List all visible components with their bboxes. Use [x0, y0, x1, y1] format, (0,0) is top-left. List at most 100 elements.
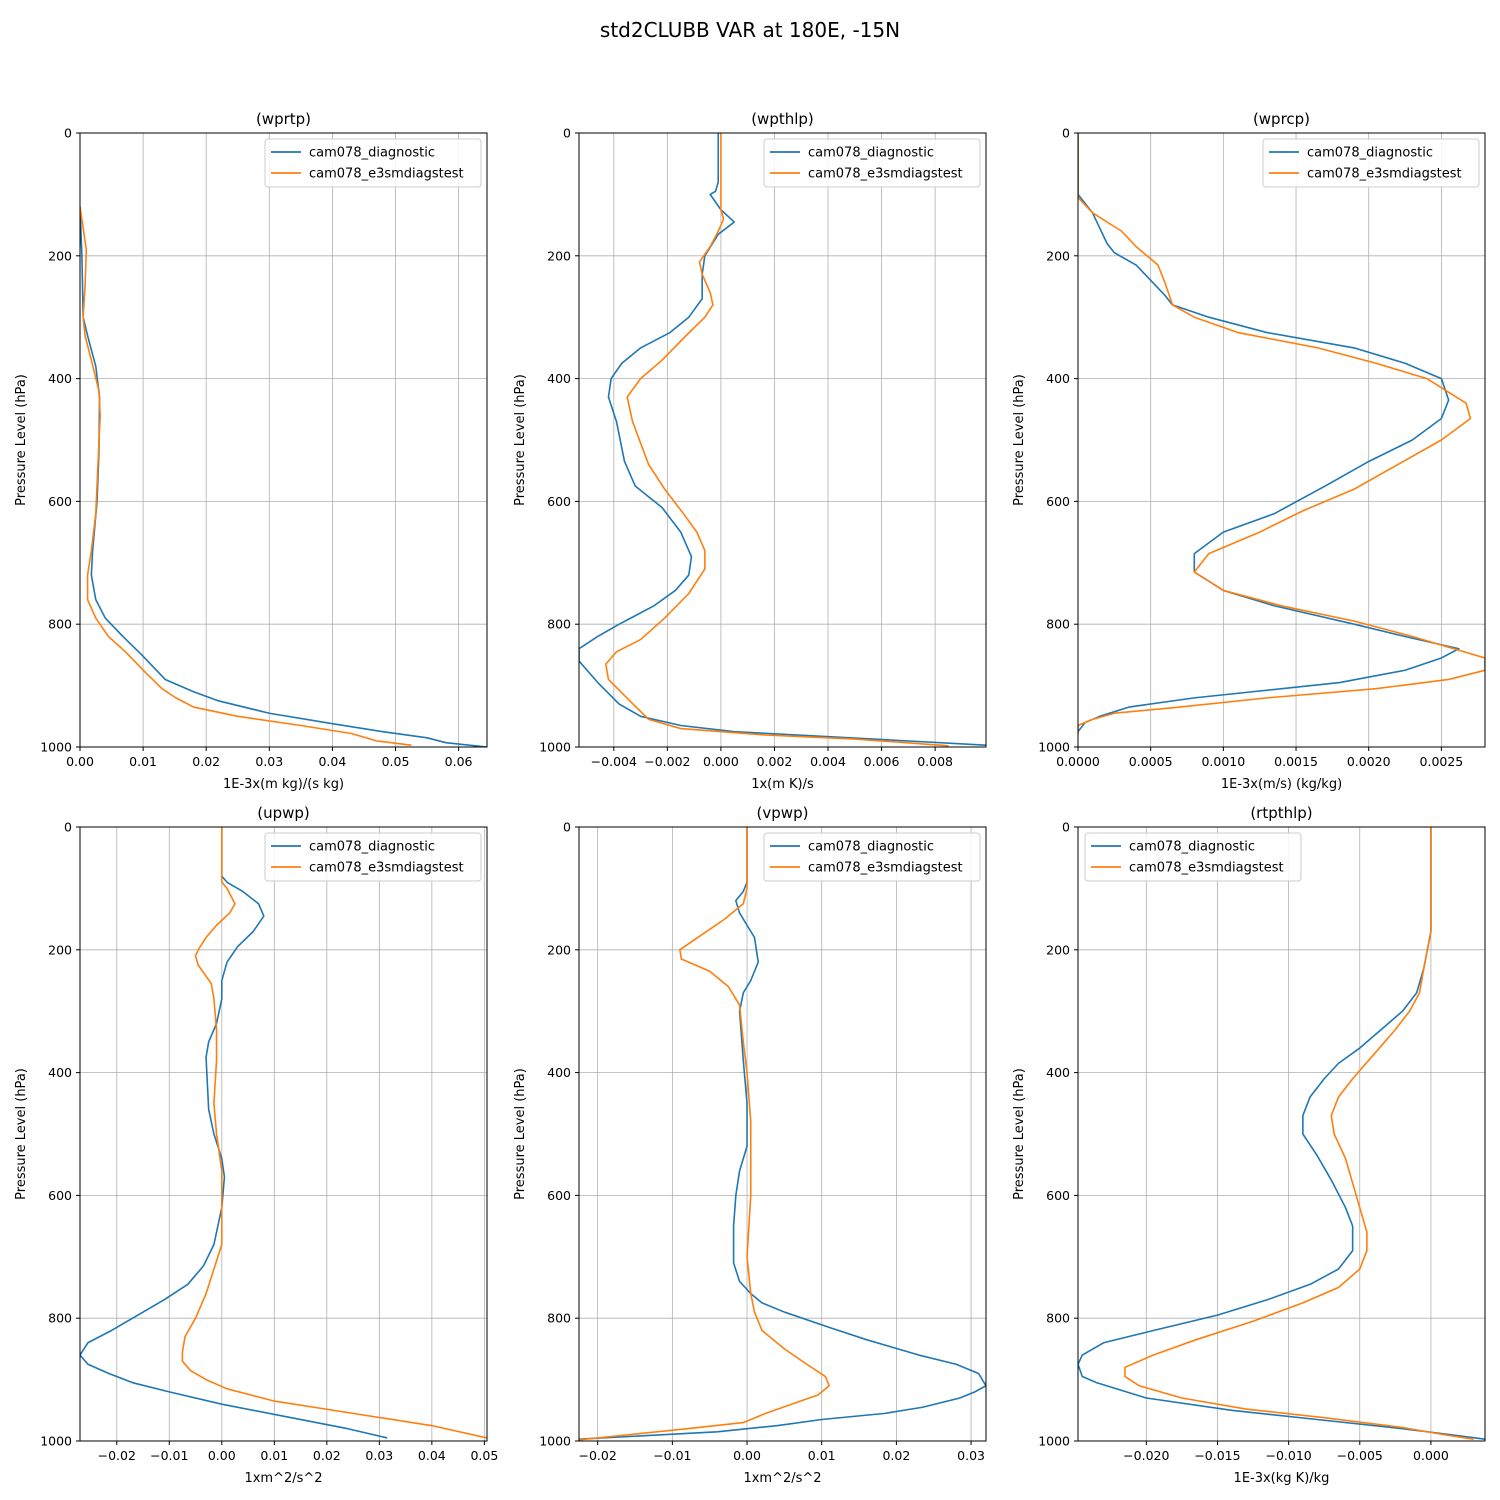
y-tick-label: 400 [1046, 1065, 1070, 1080]
y-tick-label: 400 [547, 371, 571, 386]
panel-title: (rtpthlp) [1250, 804, 1312, 822]
x-tick-label: 0.0020 [1347, 754, 1391, 769]
legend-label: cam078_diagnostic [1307, 146, 1433, 161]
y-tick-label: 1000 [1038, 1434, 1070, 1449]
axes-frame [578, 826, 987, 1442]
x-tick-label: −0.01 [150, 1448, 188, 1463]
x-tick-label: 0.0010 [1201, 754, 1245, 769]
legend-label: cam078_diagnostic [309, 146, 435, 161]
y-tick-label: 1000 [1038, 740, 1070, 755]
legend-label: cam078_e3smdiagstest [808, 167, 963, 182]
series-line-1 [579, 827, 830, 1441]
panel-title: (wprcp) [1253, 110, 1310, 128]
x-tick-label: 0.006 [864, 754, 900, 769]
x-tick-label: 0.002 [757, 754, 793, 769]
y-tick-label: 200 [547, 942, 571, 957]
legend-box [264, 138, 482, 188]
legend-label: cam078_diagnostic [808, 146, 934, 161]
y-axis-label: Pressure Level (hPa) [14, 374, 29, 506]
panel-2: 0.0000 0.0005 0.0010 0.0015 0.0020 0.0025 0 200… [1012, 110, 1486, 792]
y-tick-label: 0 [1062, 820, 1070, 835]
x-tick-label: −0.02 [579, 1448, 617, 1463]
y-tick-label: 400 [547, 1065, 571, 1080]
figure-suptitle: std2CLUBB VAR at 180E, -15N [600, 18, 900, 42]
x-tick-label: 0.004 [810, 754, 846, 769]
x-tick-label: 0.03 [957, 1448, 985, 1463]
y-axis-label: Pressure Level (hPa) [14, 1068, 29, 1200]
x-tick-label: −0.02 [98, 1448, 136, 1463]
x-axis-label: 1xm^2/s^2 [743, 1471, 821, 1486]
legend: cam078_diagnostic cam078_e3smdiagstest [763, 138, 981, 188]
x-tick-label: 0.06 [445, 754, 473, 769]
y-tick-label: 400 [1046, 371, 1070, 386]
axes-frame [1077, 826, 1486, 1442]
y-tick-label: 0 [64, 820, 72, 835]
panel-3: −0.02 −0.01 0.00 0.01 0.02 0.03 0.04 0.05 0 200 40… [14, 804, 498, 1486]
panel-1: −0.004 −0.002 0.000 0.002 0.004 0.006 0.008 0 20… [513, 110, 987, 792]
y-tick-label: 0 [563, 820, 571, 835]
y-tick-label: 600 [48, 494, 72, 509]
legend-label: cam078_diagnostic [1129, 840, 1255, 855]
y-axis-label: Pressure Level (hPa) [1012, 374, 1027, 506]
y-tick-label: 400 [48, 1065, 72, 1080]
y-axis-label: Pressure Level (hPa) [1012, 1068, 1027, 1200]
axes-frame [1077, 132, 1486, 748]
x-axis-label: 1E-3x(m/s) (kg/kg) [1221, 777, 1342, 792]
y-axis-label: Pressure Level (hPa) [513, 1068, 528, 1200]
legend-label: cam078_e3smdiagstest [309, 861, 464, 876]
legend-label: cam078_e3smdiagstest [1129, 861, 1284, 876]
x-tick-label: 0.01 [129, 754, 157, 769]
y-tick-label: 1000 [40, 1434, 72, 1449]
x-tick-label: 0.01 [808, 1448, 836, 1463]
x-tick-label: −0.010 [1265, 1448, 1311, 1463]
legend: cam078_diagnostic cam078_e3smdiagstest [264, 138, 482, 188]
grid [80, 826, 487, 1442]
grid [579, 826, 986, 1442]
x-tick-label: 0.04 [418, 1448, 446, 1463]
panel-0: 0.00 0.01 0.02 0.03 0.04 0.05 0.06 0 200 400 600 80… [14, 110, 488, 792]
y-tick-label: 200 [1046, 942, 1070, 957]
axes-frame [79, 132, 488, 748]
x-tick-label: 0.02 [192, 754, 220, 769]
panel-title: (upwp) [257, 804, 310, 822]
x-tick-label: 0.02 [313, 1448, 341, 1463]
y-tick-label: 0 [1062, 126, 1070, 141]
legend-box [763, 138, 981, 188]
y-tick-label: 400 [48, 371, 72, 386]
y-tick-label: 0 [64, 126, 72, 141]
x-tick-label: 0.03 [255, 754, 283, 769]
y-tick-label: 600 [1046, 1188, 1070, 1203]
x-tick-label: −0.004 [591, 754, 637, 769]
legend-box [264, 832, 482, 882]
legend-label: cam078_diagnostic [309, 840, 435, 855]
series-line-0 [579, 827, 986, 1440]
y-tick-label: 800 [547, 617, 571, 632]
x-tick-label: −0.002 [644, 754, 690, 769]
legend: cam078_diagnostic cam078_e3smdiagstest [1084, 832, 1302, 882]
y-tick-label: 600 [48, 1188, 72, 1203]
y-tick-label: 600 [1046, 494, 1070, 509]
legend-box [1262, 138, 1480, 188]
x-tick-label: 0.05 [382, 754, 410, 769]
panel-title: (wpthlp) [751, 110, 814, 128]
x-tick-label: 0.05 [470, 1448, 498, 1463]
x-tick-label: 0.0005 [1129, 754, 1173, 769]
series-line-0 [579, 133, 986, 746]
x-tick-label: 0.01 [260, 1448, 288, 1463]
x-tick-label: 0.00 [733, 1448, 761, 1463]
legend-label: cam078_diagnostic [808, 840, 934, 855]
x-tick-label: 0.000 [1413, 1448, 1449, 1463]
x-tick-label: 0.00 [66, 754, 94, 769]
series-line-1 [604, 133, 949, 747]
y-tick-label: 800 [1046, 1311, 1070, 1326]
x-axis-label: 1E-3x(m kg)/(s kg) [223, 777, 344, 792]
x-tick-label: 0.008 [917, 754, 953, 769]
x-tick-label: 0.000 [703, 754, 739, 769]
x-tick-label: −0.015 [1194, 1448, 1240, 1463]
panel-5: −0.020 −0.015 −0.010 −0.005 0.000 0 200 400 600 8… [1012, 804, 1486, 1486]
x-axis-label: 1xm^2/s^2 [244, 1471, 322, 1486]
series-line-1 [80, 206, 412, 746]
series-line-0 [1078, 827, 1485, 1440]
